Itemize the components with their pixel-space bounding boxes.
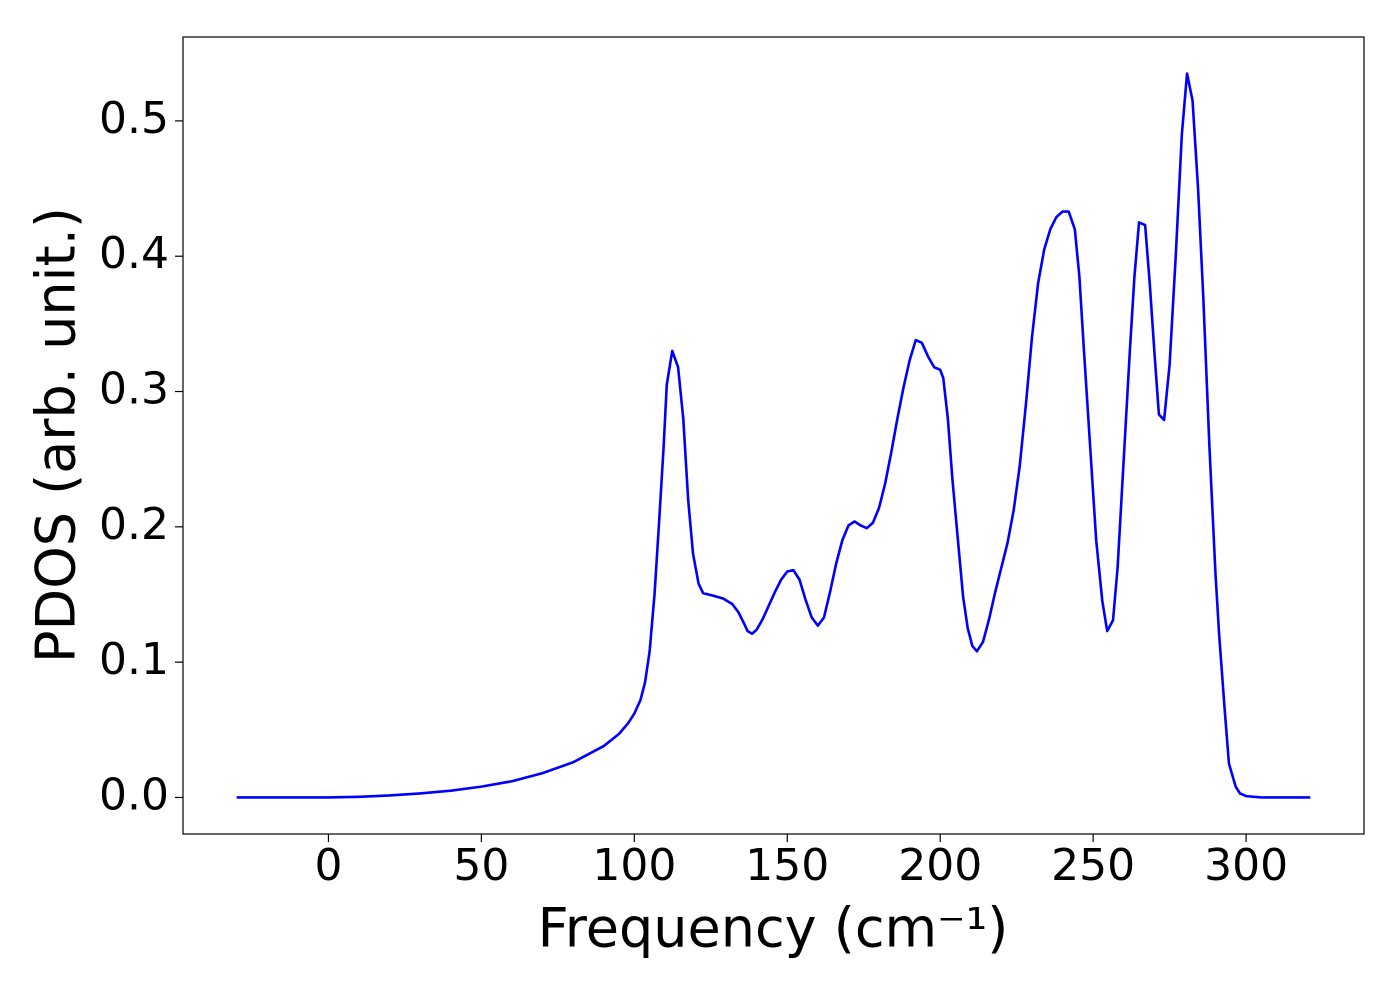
x-tick-label: 250 [1051,840,1135,891]
x-tick-label: 200 [898,840,982,891]
y-tick-label: 0.0 [99,769,169,820]
plot-frame [182,36,1365,835]
y-tick-label: 0.5 [99,93,169,144]
x-tick-label: 0 [314,840,342,891]
y-tick-label: 0.2 [99,499,169,550]
data-line [236,72,1311,799]
x-tick-label: 300 [1204,840,1288,891]
y-tick-label: 0.1 [99,634,169,685]
y-tick-label: 0.3 [99,364,169,415]
x-tick-label: 150 [745,840,829,891]
x-axis-label: Frequency (cm⁻¹) [538,897,1009,960]
y-tick-label: 0.4 [99,228,169,279]
y-axis-label: PDOS (arb. unit.) [25,207,88,663]
x-tick-label: 100 [592,840,676,891]
x-tick-label: 50 [453,840,509,891]
